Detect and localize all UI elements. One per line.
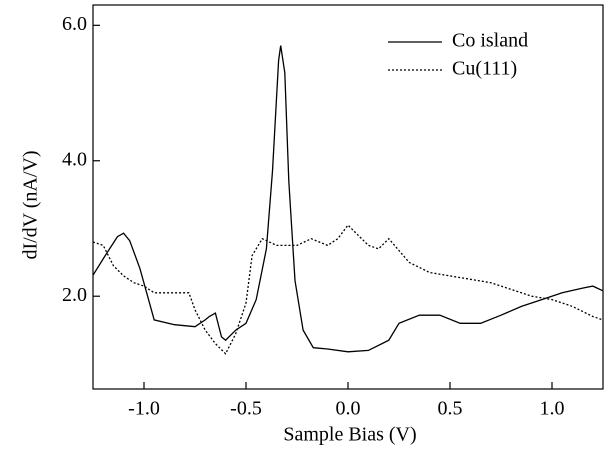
series-line — [92, 45, 604, 353]
y-tick-label: 4.0 — [62, 148, 87, 170]
x-tick-label: -0.5 — [230, 398, 262, 420]
legend-label: Co island — [452, 30, 528, 52]
legend-label: Cu(111) — [452, 58, 517, 80]
x-tick-label: 1.0 — [540, 398, 565, 420]
y-axis-label: dI/dV (nA/V) — [20, 150, 42, 259]
plot-frame — [92, 4, 604, 390]
x-axis-label: Sample Bias (V) — [283, 424, 416, 446]
y-tick-label: 2.0 — [62, 284, 87, 306]
x-tick-label: -1.0 — [128, 398, 160, 420]
x-tick-label: 0.5 — [438, 398, 463, 420]
x-tick-label: 0.0 — [336, 398, 361, 420]
y-tick-label: 6.0 — [62, 13, 87, 35]
series-line — [92, 224, 604, 355]
